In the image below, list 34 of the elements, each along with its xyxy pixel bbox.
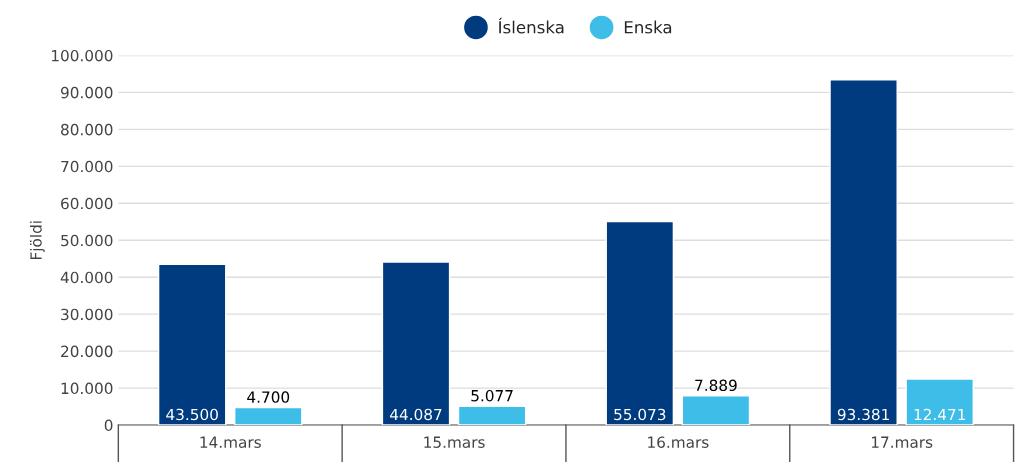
- y-tick-label: 20.000: [61, 345, 113, 358]
- y-tick-label: 50.000: [61, 234, 113, 247]
- bar: [457, 405, 527, 426]
- y-tick-label: 0: [104, 419, 113, 432]
- data-label: 93.381: [837, 408, 889, 421]
- data-label: 55.073: [614, 408, 666, 421]
- y-tick-label: 60.000: [61, 197, 113, 210]
- data-label: 12.471: [914, 408, 966, 421]
- x-tick-label: 16.mars: [648, 436, 709, 448]
- bar: [829, 79, 898, 426]
- legend-label: Enska: [624, 20, 672, 34]
- y-tick-label: 100.000: [51, 49, 113, 62]
- bar: [234, 406, 303, 426]
- y-tick-label: 70.000: [61, 160, 113, 173]
- x-tick-label: 17.mars: [871, 436, 933, 448]
- y-tick-label: 90.000: [60, 86, 113, 99]
- x-tick-label: 14.mars: [200, 436, 261, 448]
- y-tick-label: 30.000: [61, 308, 113, 321]
- data-label: 7.889: [695, 379, 737, 392]
- data-label: 5.077: [471, 389, 513, 402]
- data-label: 43.500: [166, 408, 218, 421]
- bar: [681, 395, 751, 426]
- y-axis-title: Fjöldi: [29, 221, 45, 260]
- bar: [905, 378, 974, 426]
- bar: [157, 263, 227, 426]
- y-tick-label: 40.000: [60, 271, 113, 284]
- bar: [605, 220, 675, 426]
- x-tick-label: 15.mars: [424, 436, 485, 448]
- y-tick-label: 10.000: [61, 382, 113, 395]
- y-tick-label: 80.000: [61, 123, 113, 136]
- bar: [381, 261, 451, 426]
- legend-label: Íslenska: [498, 17, 564, 34]
- data-label: 44.087: [390, 408, 442, 421]
- data-label: 4.700: [247, 391, 290, 403]
